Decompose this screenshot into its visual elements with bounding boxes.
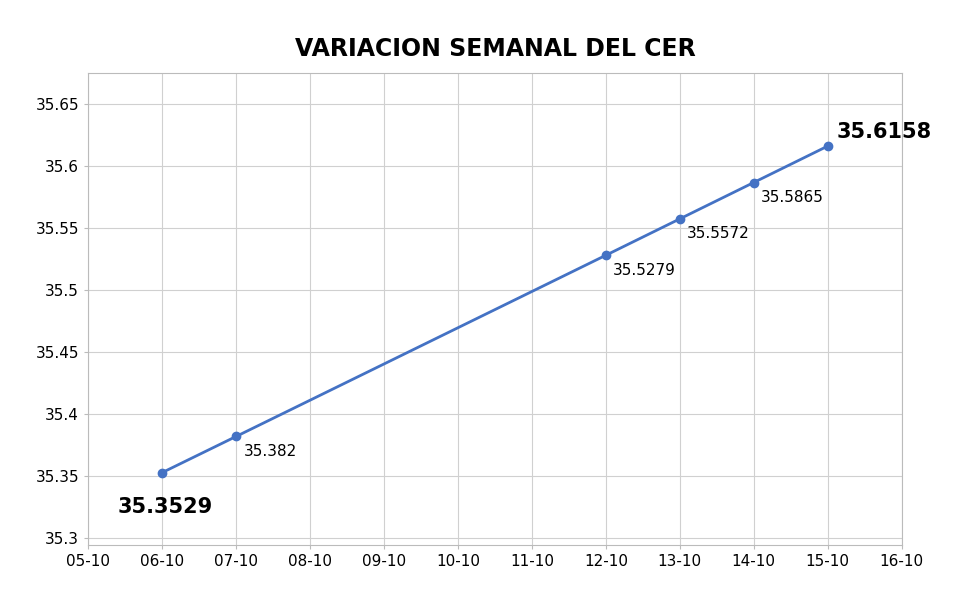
Text: 35.5279: 35.5279 — [613, 263, 676, 278]
Title: VARIACION SEMANAL DEL CER: VARIACION SEMANAL DEL CER — [295, 37, 695, 61]
Text: 35.5865: 35.5865 — [761, 190, 824, 205]
Text: 35.3529: 35.3529 — [118, 497, 213, 517]
Text: 35.5572: 35.5572 — [687, 226, 750, 241]
Text: 35.382: 35.382 — [243, 444, 297, 459]
Text: 35.6158: 35.6158 — [837, 122, 932, 142]
